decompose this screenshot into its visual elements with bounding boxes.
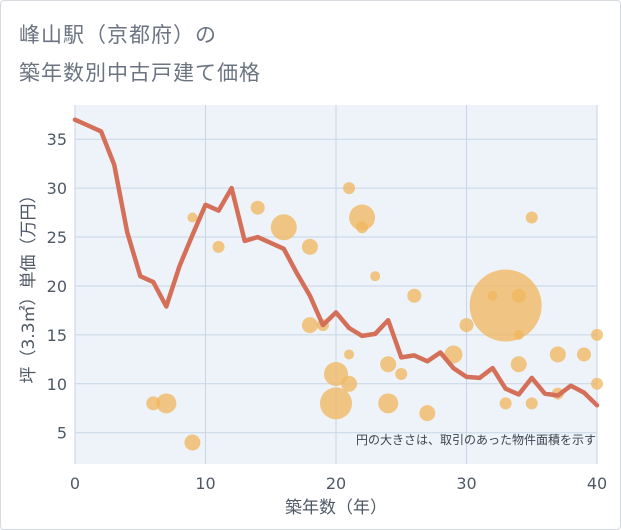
chart-title-line-1: 峰山駅（京都府）の bbox=[19, 23, 217, 47]
x-tick-label: 10 bbox=[195, 474, 215, 493]
y-tick-label: 35 bbox=[47, 130, 67, 149]
y-axis-label: 坪（3.3㎡）単価（万円） bbox=[19, 186, 39, 383]
y-tick-labels: 5 10 15 20 25 30 35 bbox=[47, 130, 67, 442]
y-tick-label: 15 bbox=[47, 326, 67, 345]
bubble-point bbox=[320, 387, 352, 420]
bubble-point bbox=[549, 346, 566, 363]
bubble-point bbox=[459, 318, 474, 333]
bubble-point bbox=[270, 214, 297, 241]
bubble-point bbox=[344, 349, 355, 360]
x-tick-labels: 0 10 20 30 40 bbox=[70, 474, 607, 493]
x-axis-label: 築年数（年） bbox=[285, 498, 387, 518]
bubble-series bbox=[146, 182, 603, 451]
bubble-point bbox=[187, 212, 198, 223]
bubble-point bbox=[444, 345, 463, 364]
average-price-line bbox=[72, 117, 600, 408]
bubble-point bbox=[156, 393, 177, 414]
x-tick-label: 20 bbox=[326, 474, 346, 493]
x-tick-label: 40 bbox=[587, 474, 607, 493]
bubble-point bbox=[525, 211, 538, 224]
bubble-point bbox=[370, 271, 381, 282]
bubble-point bbox=[146, 396, 161, 411]
bubble-point bbox=[184, 434, 201, 451]
bubble-point bbox=[469, 269, 542, 342]
x-tick-label: 30 bbox=[456, 474, 476, 493]
bubble-point bbox=[378, 393, 399, 414]
bubble-point bbox=[407, 288, 422, 303]
y-tick-label: 20 bbox=[47, 277, 67, 296]
bubble-point bbox=[419, 405, 436, 422]
bubble-point bbox=[349, 204, 376, 231]
bubble-point bbox=[513, 329, 524, 340]
bubble-point bbox=[356, 221, 369, 234]
bubble-point bbox=[395, 368, 408, 381]
bubble-point bbox=[511, 288, 526, 303]
x-tick-label: 0 bbox=[70, 474, 80, 493]
bubble-point bbox=[343, 182, 356, 195]
bubble-point bbox=[212, 240, 225, 253]
bubble-point bbox=[341, 375, 358, 392]
y-tick-label: 30 bbox=[47, 179, 67, 198]
bubble-point bbox=[576, 347, 591, 362]
chart-title-line-2: 築年数別中古戸建て価格 bbox=[19, 61, 261, 85]
y-tick-label: 5 bbox=[57, 424, 67, 443]
bubble-point bbox=[324, 362, 348, 387]
y-tick-label: 25 bbox=[47, 228, 67, 247]
y-tick-label: 10 bbox=[47, 375, 67, 394]
bubble-point bbox=[301, 238, 318, 255]
bubble-point bbox=[380, 356, 397, 373]
bubble-point bbox=[591, 377, 603, 390]
bubble-point bbox=[301, 317, 318, 334]
bubble-point bbox=[499, 397, 512, 410]
bubble-point bbox=[591, 328, 603, 341]
bubble-point bbox=[525, 397, 538, 410]
bubble-point bbox=[510, 356, 527, 373]
bubble-size-note: 円の大きさは、取引のあった物件面積を示す bbox=[356, 432, 596, 447]
bubble-point bbox=[250, 200, 265, 215]
